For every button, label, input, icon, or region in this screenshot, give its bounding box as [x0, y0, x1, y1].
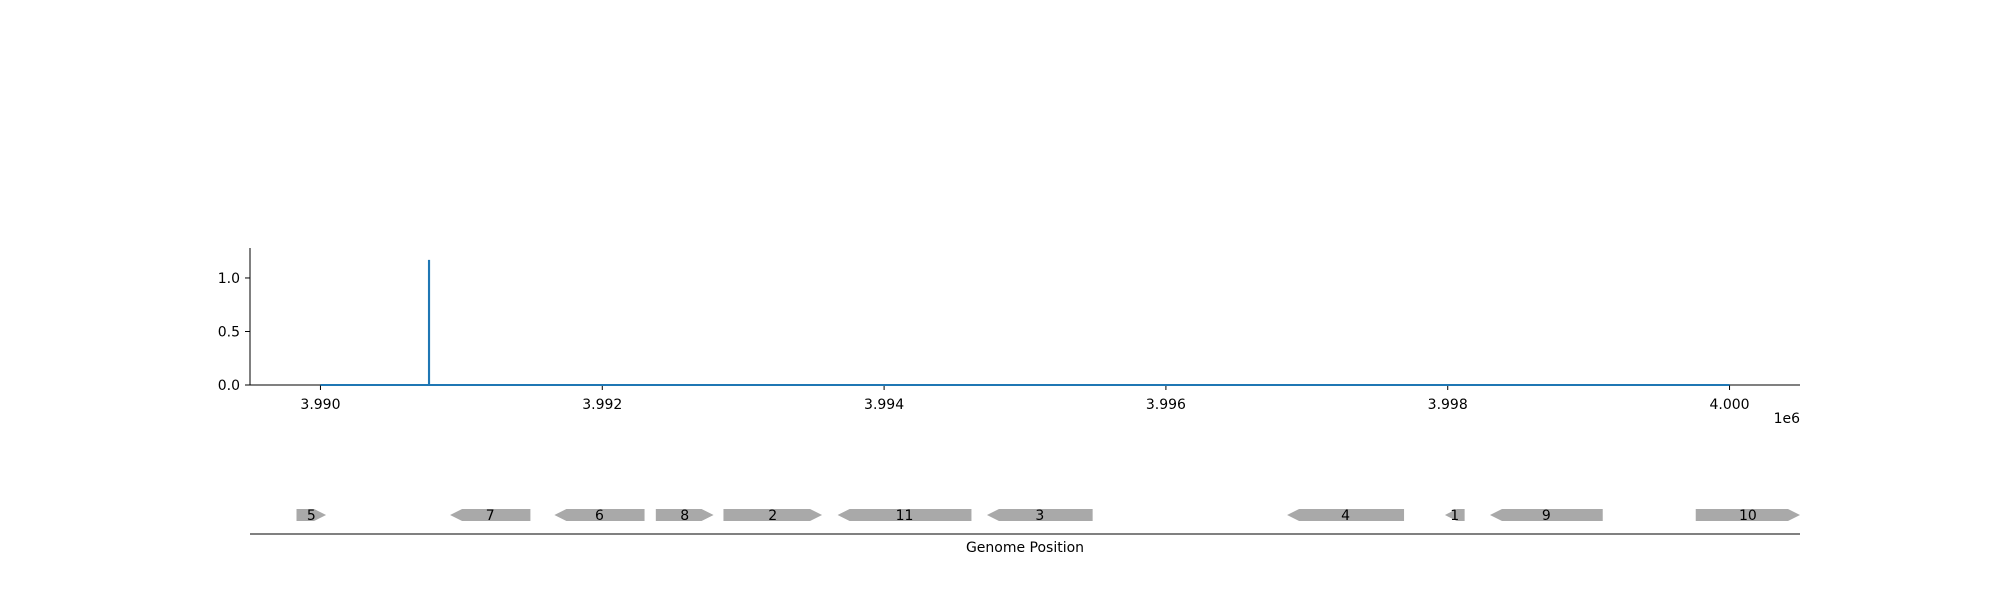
gene-label: 6 — [595, 508, 604, 524]
gene-arrow — [296, 509, 327, 521]
gene-label: 3 — [1035, 508, 1044, 524]
signal-series-line — [320, 259, 1730, 386]
y-tick-label: 0.5 — [218, 324, 240, 340]
gene-label: 4 — [1341, 508, 1350, 524]
x-axis-title: Genome Position — [966, 540, 1084, 556]
gene-label: 1 — [1450, 508, 1459, 524]
x-offset-label: 1e6 — [1774, 411, 1801, 427]
gene-arrow — [986, 509, 1093, 521]
gene-arrow — [1695, 509, 1800, 521]
gene-label: 8 — [680, 508, 689, 524]
gene-label: 11 — [896, 508, 914, 524]
x-tick-label: 3.996 — [1146, 397, 1186, 413]
gene-arrow — [1287, 509, 1405, 521]
x-tick-label: 4.000 — [1709, 397, 1749, 413]
gene-label: 2 — [768, 508, 777, 524]
x-tick-label: 3.998 — [1428, 397, 1468, 413]
y-tick-label: 0.0 — [218, 378, 240, 394]
gene-arrow — [723, 509, 823, 521]
y-tick-label: 1.0 — [218, 271, 240, 287]
gene-arrow — [450, 509, 531, 521]
gene-arrow — [1490, 509, 1603, 521]
gene-arrow — [554, 509, 645, 521]
gene-arrow — [655, 509, 714, 521]
gene-arrow — [837, 509, 972, 521]
gene-label: 9 — [1542, 508, 1551, 524]
gene-label: 10 — [1739, 508, 1757, 524]
signal-plot: 0.0 0.5 1.0 3.990 3.992 3.994 3.996 3.998 4.000 1… — [218, 248, 1800, 427]
x-tick-label: 3.994 — [864, 397, 904, 413]
gene-label: 5 — [307, 508, 316, 524]
x-tick-label: 3.992 — [582, 397, 622, 413]
gene-track: 5 7 6 8 2 11 3 4 1 9 10 Genome Position — [250, 508, 1800, 556]
x-tick-label: 3.990 — [300, 397, 340, 413]
gene-arrow — [1444, 509, 1465, 521]
gene-label: 7 — [486, 508, 495, 524]
